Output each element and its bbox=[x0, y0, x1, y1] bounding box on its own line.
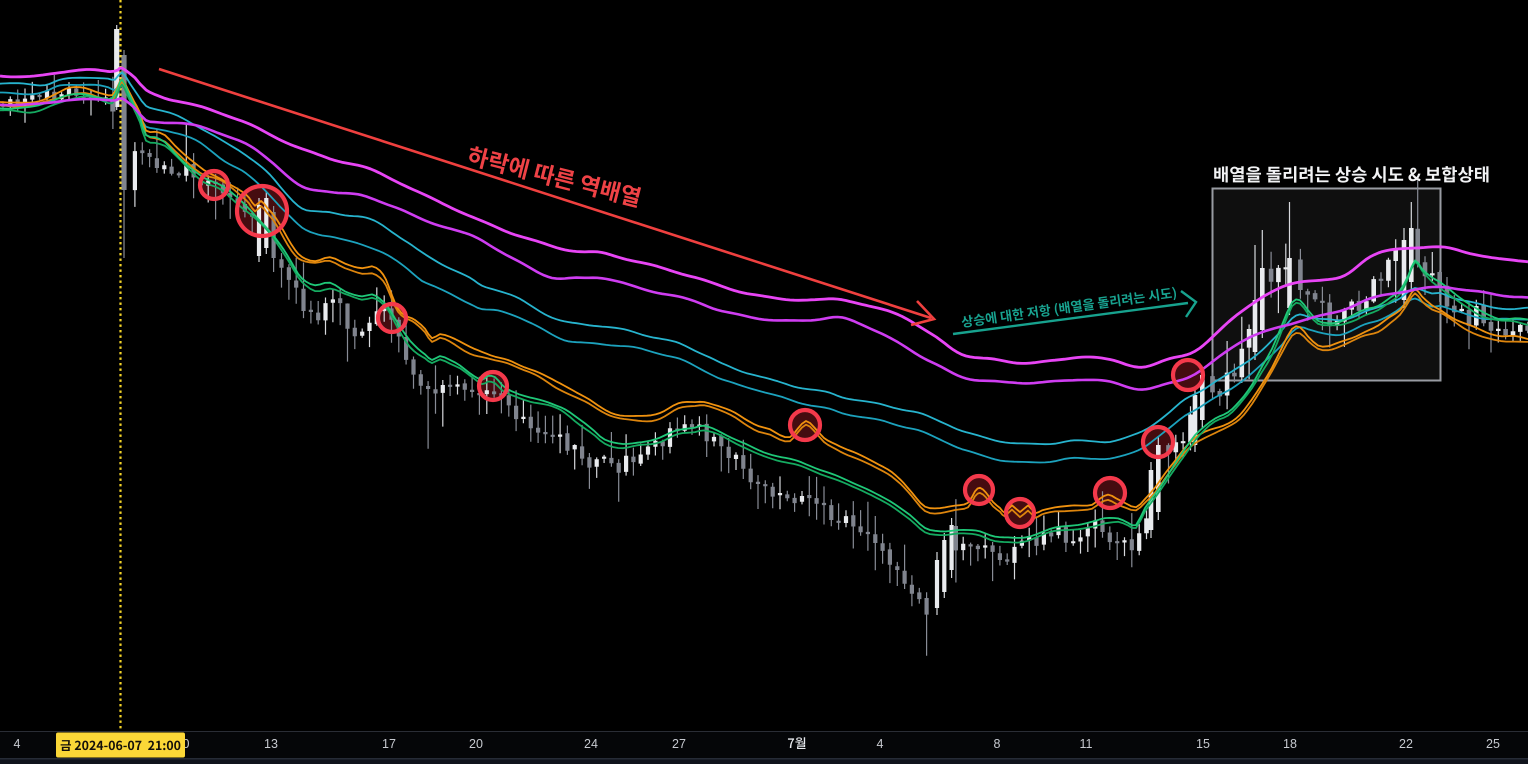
svg-text:17: 17 bbox=[382, 737, 396, 751]
svg-text:8: 8 bbox=[994, 737, 1001, 751]
svg-text:13: 13 bbox=[264, 737, 278, 751]
svg-text:0: 0 bbox=[183, 737, 190, 751]
svg-text:27: 27 bbox=[672, 737, 686, 751]
svg-text:4: 4 bbox=[14, 737, 21, 751]
svg-text:4: 4 bbox=[877, 737, 884, 751]
svg-text:20: 20 bbox=[469, 737, 483, 751]
svg-text:24: 24 bbox=[584, 737, 598, 751]
svg-text:18: 18 bbox=[1283, 737, 1297, 751]
svg-text:25: 25 bbox=[1486, 737, 1500, 751]
svg-text:11: 11 bbox=[1080, 737, 1093, 751]
svg-text:22: 22 bbox=[1399, 737, 1413, 751]
svg-text:15: 15 bbox=[1196, 737, 1210, 751]
